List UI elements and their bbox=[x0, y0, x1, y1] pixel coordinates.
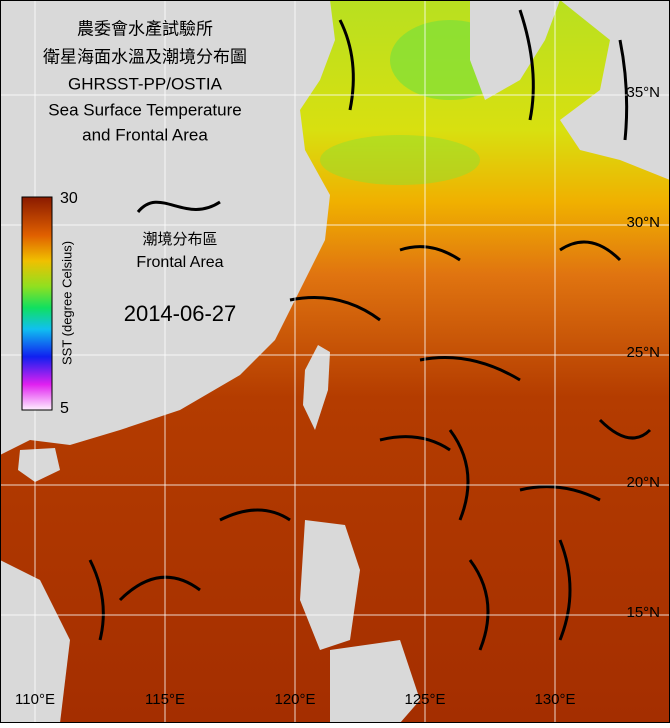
latitude-label: 30°N bbox=[626, 214, 660, 231]
frontal-lines bbox=[88, 9, 652, 651]
longitude-label: 120°E bbox=[274, 691, 315, 708]
latitude-label: 20°N bbox=[626, 474, 660, 491]
title-line: 衛星海面水溫及潮境分布圖 bbox=[43, 47, 247, 66]
title-line: Sea Surface Temperature bbox=[48, 100, 241, 119]
longitude-label: 130°E bbox=[534, 691, 575, 708]
latitude-label: 15°N bbox=[626, 604, 660, 621]
colorbar-label: SST (degree Celsius) bbox=[59, 241, 74, 365]
title-line: and Frontal Area bbox=[82, 125, 208, 144]
title-line: 農委會水產試驗所 bbox=[77, 19, 213, 38]
longitude-label: 115°E bbox=[145, 691, 185, 708]
colorbar-max: 30 bbox=[60, 190, 78, 207]
longitude-label: 125°E bbox=[404, 691, 445, 708]
legend-label-zh: 潮境分布區 bbox=[142, 230, 217, 248]
legend-symbol bbox=[136, 200, 221, 213]
colorbar-min: 5 bbox=[60, 400, 69, 417]
date: 2014-06-27 bbox=[124, 301, 237, 326]
latitude-label: 35°N bbox=[626, 84, 660, 101]
title-line: GHRSST-PP/OSTIA bbox=[68, 74, 223, 93]
colorbar bbox=[21, 196, 53, 411]
legend-label-en: Frontal Area bbox=[136, 254, 223, 271]
sea-cool-area bbox=[320, 135, 480, 185]
latitude-label: 25°N bbox=[626, 344, 660, 361]
longitude-label: 110°E bbox=[15, 691, 55, 708]
